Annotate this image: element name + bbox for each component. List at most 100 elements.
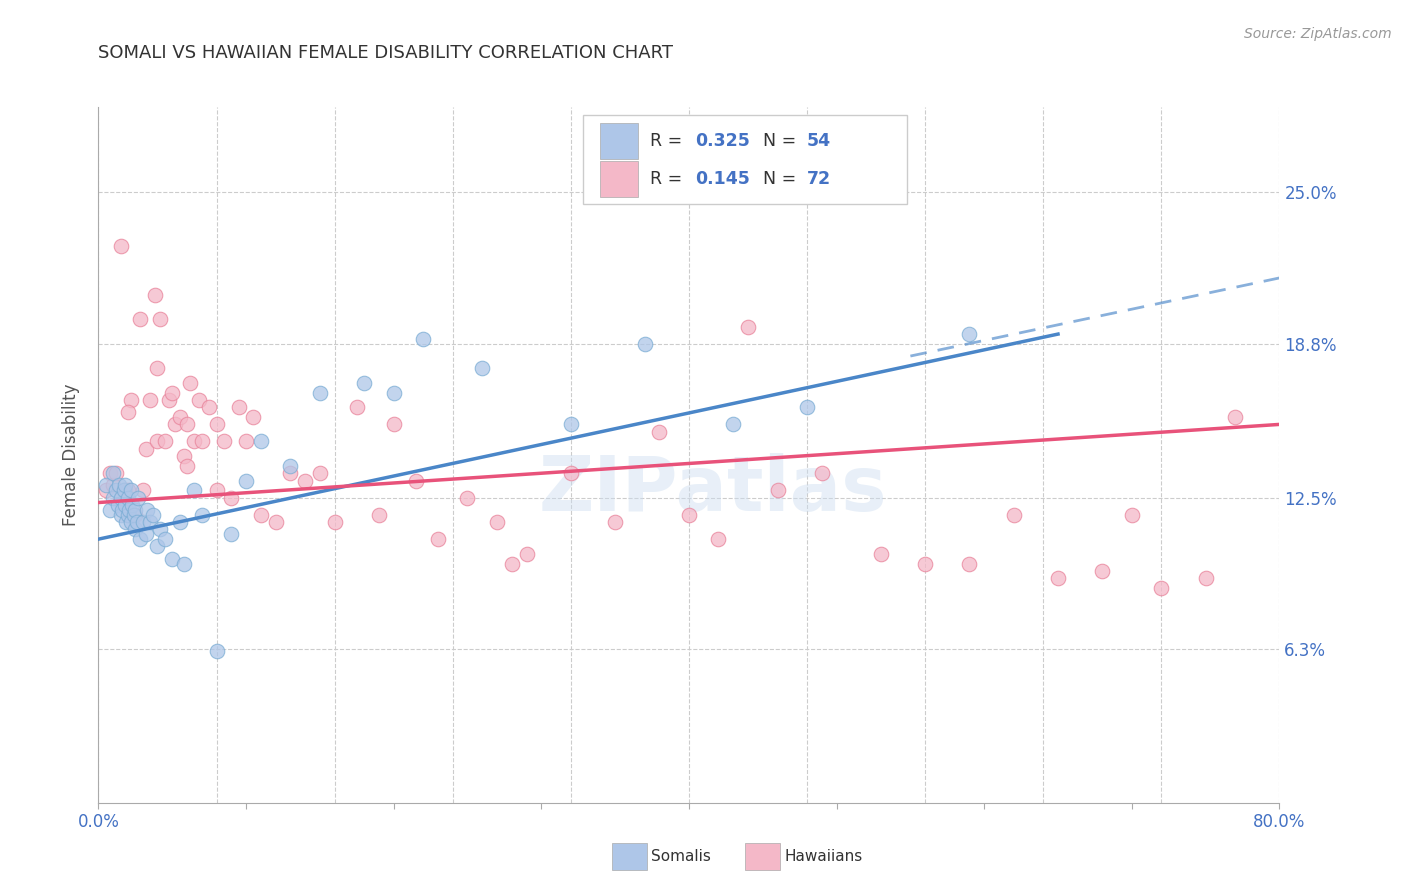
Point	[125, 515, 148, 529]
Point	[118, 503, 141, 517]
Point	[264, 515, 287, 529]
Point	[94, 483, 117, 498]
Point	[412, 332, 434, 346]
Point	[112, 483, 135, 498]
Point	[173, 449, 195, 463]
Point	[198, 401, 221, 415]
Point	[1002, 508, 1025, 522]
Point	[1091, 564, 1114, 578]
Point	[309, 385, 332, 400]
Point	[179, 376, 201, 390]
Text: N =: N =	[763, 132, 801, 150]
Point	[111, 503, 134, 517]
Point	[235, 434, 257, 449]
Point	[103, 491, 125, 505]
Point	[120, 392, 142, 407]
Point	[1150, 581, 1173, 595]
Point	[515, 547, 537, 561]
Point	[124, 522, 146, 536]
Text: N =: N =	[763, 169, 801, 188]
Point	[149, 522, 172, 536]
Point	[124, 503, 146, 517]
Point	[633, 336, 655, 351]
Point	[382, 385, 405, 400]
Point	[139, 515, 162, 529]
Point	[869, 547, 891, 561]
Point	[117, 483, 139, 498]
Point	[107, 498, 129, 512]
Point	[169, 515, 191, 529]
Point	[309, 467, 332, 481]
Point	[737, 319, 759, 334]
Point	[278, 467, 302, 481]
Point	[959, 557, 981, 571]
Point	[110, 491, 132, 505]
Point	[796, 401, 818, 415]
Point	[117, 491, 139, 505]
Point	[278, 458, 302, 473]
Point	[648, 425, 671, 439]
Point	[605, 515, 627, 529]
Point	[114, 483, 136, 498]
Text: 54: 54	[807, 132, 831, 150]
Point	[120, 515, 142, 529]
Point	[212, 434, 235, 449]
Point	[205, 644, 228, 658]
Point	[103, 467, 125, 481]
Text: 72: 72	[807, 169, 831, 188]
Point	[219, 491, 242, 505]
Point	[560, 417, 582, 432]
Point	[173, 557, 195, 571]
Point	[810, 467, 832, 481]
Point	[94, 478, 117, 492]
Point	[115, 515, 138, 529]
Point	[228, 401, 250, 415]
Point	[191, 508, 214, 522]
Point	[456, 491, 478, 505]
Point	[323, 515, 346, 529]
Text: ZIPatlas: ZIPatlas	[538, 453, 887, 526]
Point	[205, 483, 228, 498]
Point	[242, 410, 264, 425]
Point	[1195, 571, 1218, 585]
Text: Source: ZipAtlas.com: Source: ZipAtlas.com	[1244, 27, 1392, 41]
Point	[678, 508, 700, 522]
Point	[501, 557, 523, 571]
Point	[120, 483, 142, 498]
Point	[183, 434, 205, 449]
Point	[114, 498, 136, 512]
Text: 0.145: 0.145	[695, 169, 749, 188]
Point	[162, 551, 183, 566]
Text: R =: R =	[650, 132, 688, 150]
Point	[250, 508, 273, 522]
Point	[124, 508, 146, 522]
Point	[128, 532, 150, 546]
FancyBboxPatch shape	[600, 161, 638, 197]
Point	[368, 508, 391, 522]
Point	[183, 483, 205, 498]
Point	[959, 327, 981, 342]
Point	[135, 527, 157, 541]
Point	[250, 434, 273, 449]
Point	[98, 503, 121, 517]
Point	[105, 483, 128, 498]
Point	[157, 392, 180, 407]
Text: 0.325: 0.325	[695, 132, 749, 150]
Point	[103, 478, 125, 492]
Point	[110, 508, 132, 522]
Point	[117, 405, 139, 419]
Point	[136, 503, 159, 517]
Point	[382, 417, 405, 432]
Point	[122, 508, 145, 522]
Text: R =: R =	[650, 169, 688, 188]
FancyBboxPatch shape	[582, 115, 907, 204]
Point	[139, 392, 162, 407]
Point	[766, 483, 789, 498]
Point	[127, 491, 149, 505]
Text: Hawaiians: Hawaiians	[785, 849, 863, 863]
Point	[146, 361, 169, 376]
Point	[294, 474, 316, 488]
Point	[1223, 410, 1246, 425]
Point	[143, 288, 166, 302]
Point	[121, 498, 143, 512]
